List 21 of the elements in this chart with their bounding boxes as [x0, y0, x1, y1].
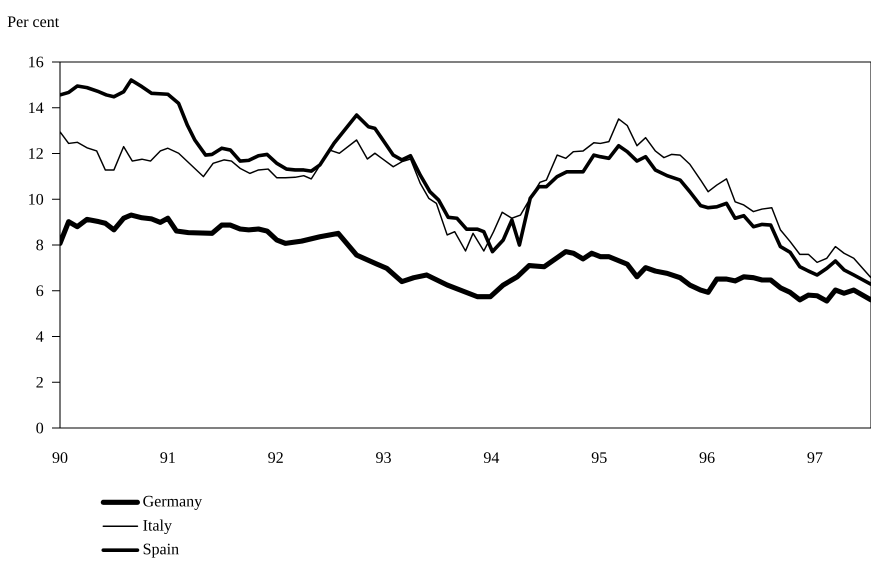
- x-tick-label: 92: [268, 452, 283, 464]
- x-tick-label: 97: [807, 452, 822, 464]
- x-tick-label: 95: [592, 452, 607, 464]
- x-tick-label: 93: [376, 452, 391, 464]
- legend-label: Germany: [143, 496, 202, 510]
- y-tick-label: 6: [36, 285, 44, 296]
- y-tick-label: 10: [29, 194, 44, 205]
- x-tick-label: 91: [160, 452, 175, 464]
- y-tick-label: 2: [36, 376, 43, 388]
- y-tick-label: 8: [36, 240, 44, 250]
- y-tick-label: 4: [36, 331, 44, 342]
- y-tick-label: 16: [29, 56, 44, 68]
- legend-label: Italy: [143, 519, 172, 534]
- x-tick-label: 94: [484, 452, 500, 464]
- y-tick-label: 12: [29, 148, 43, 159]
- y-tick-label: 14: [29, 102, 44, 114]
- x-tick-label: 96: [700, 452, 715, 464]
- legend-label: Spain: [144, 544, 179, 558]
- y-axis-title: Per cent: [8, 16, 60, 28]
- x-tick-label: 90: [52, 452, 68, 464]
- y-tick-label: 0: [36, 422, 44, 434]
